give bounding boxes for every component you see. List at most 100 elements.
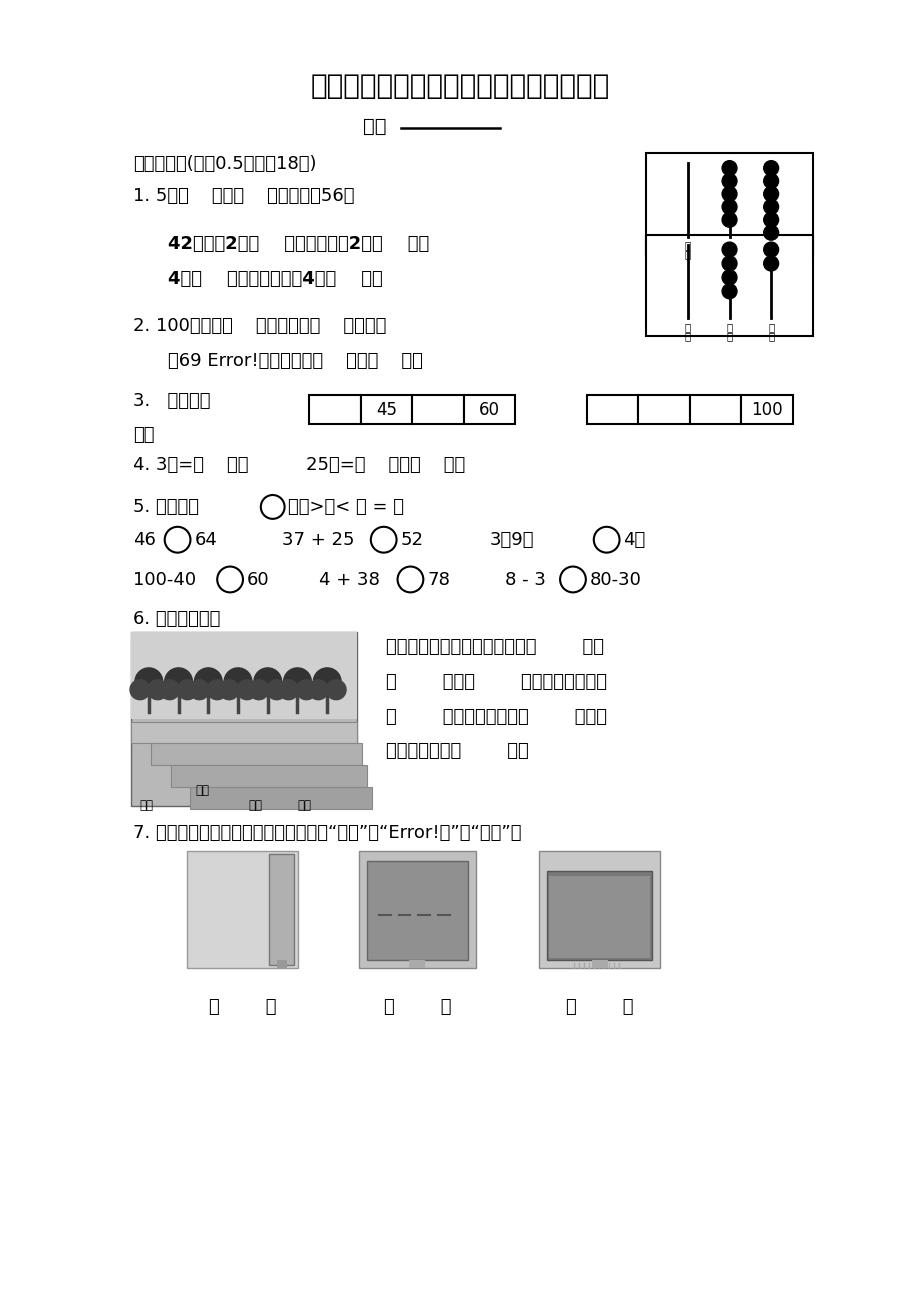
Circle shape (763, 242, 777, 256)
Bar (547, 871, 652, 960)
Circle shape (763, 256, 777, 271)
Text: 4. 3元=（    ）角          25角=（    ）元（    ）角: 4. 3元=（ ）角 25角=（ ）元（ ）角 (133, 456, 465, 474)
Bar (130, 721, 357, 743)
Bar (645, 154, 811, 255)
Bar (638, 395, 689, 424)
Text: 7. 下面的电视机是从哪里看到的？（填“正面”、“Error!面”或“后面”）: 7. 下面的电视机是从哪里看到的？（填“正面”、“Error!面”或“后面”） (133, 824, 521, 842)
Circle shape (224, 668, 252, 695)
Circle shape (721, 284, 736, 298)
Bar (190, 788, 371, 809)
Bar (309, 395, 360, 424)
Bar (591, 960, 607, 967)
Text: 个: 个 (767, 241, 774, 251)
Circle shape (177, 680, 198, 699)
Bar (539, 850, 660, 967)
Circle shape (721, 212, 736, 228)
Circle shape (194, 668, 221, 695)
Text: 8 - 3: 8 - 3 (504, 570, 545, 589)
Text: 与69 Error!的两个数是（    ）和（    ）。: 与69 Error!的两个数是（ ）和（ ）。 (167, 352, 422, 370)
Bar (360, 395, 412, 424)
Text: 小英的前面是（        ）。: 小英的前面是（ ）。 (385, 742, 528, 760)
Bar (549, 875, 650, 958)
Text: 2. 100里面有（    ）个一，有（    ）个十；: 2. 100里面有（ ）个一，有（ ）个十； (133, 318, 386, 335)
Circle shape (763, 212, 777, 228)
Text: 4元: 4元 (623, 531, 645, 548)
Circle shape (313, 668, 341, 695)
Circle shape (254, 668, 281, 695)
Text: 60: 60 (246, 570, 269, 589)
Text: 小英: 小英 (195, 784, 210, 797)
Circle shape (721, 199, 736, 215)
Text: 52: 52 (400, 531, 423, 548)
Text: 位: 位 (684, 331, 690, 341)
Circle shape (237, 680, 256, 699)
Text: 3.   按规律填: 3. 按规律填 (133, 392, 210, 410)
Text: 100: 100 (751, 401, 782, 418)
Text: 位: 位 (767, 250, 774, 259)
Bar (586, 395, 638, 424)
Text: 位: 位 (726, 250, 732, 259)
Circle shape (278, 680, 298, 699)
Text: 80-30: 80-30 (589, 570, 641, 589)
Bar (412, 395, 463, 424)
Bar (268, 854, 293, 965)
Text: （        ）: （ ） (209, 997, 277, 1016)
Text: 60: 60 (479, 401, 500, 418)
Text: 小强: 小强 (139, 799, 153, 812)
Text: 37 + 25: 37 + 25 (281, 531, 354, 548)
Text: 百: 百 (684, 241, 690, 251)
Circle shape (721, 270, 736, 285)
Text: 位: 位 (726, 331, 732, 341)
Bar (367, 861, 468, 960)
Text: 5. 在下面的: 5. 在下面的 (133, 497, 199, 516)
Bar (741, 395, 792, 424)
Circle shape (296, 680, 316, 699)
Bar (151, 743, 361, 766)
Bar (463, 395, 515, 424)
Circle shape (130, 680, 150, 699)
Circle shape (207, 680, 227, 699)
Text: 64: 64 (194, 531, 217, 548)
Circle shape (721, 173, 736, 189)
Text: 一、填空。(每穰0.5分，內18分): 一、填空。(每穰0.5分，內18分) (133, 155, 316, 173)
Bar (130, 633, 357, 806)
Text: （        ）: （ ） (565, 997, 633, 1016)
Circle shape (326, 680, 346, 699)
Text: 100-40: 100-40 (133, 570, 196, 589)
Text: 小东: 小东 (247, 799, 262, 812)
Circle shape (249, 680, 268, 699)
Circle shape (135, 668, 163, 695)
Text: 数：: 数： (133, 427, 154, 444)
Circle shape (267, 680, 287, 699)
Text: 6. 小小运动会。: 6. 小小运动会。 (133, 611, 221, 629)
Text: 45: 45 (376, 401, 397, 418)
Circle shape (763, 199, 777, 215)
Text: 个: 个 (767, 322, 774, 332)
Text: 4在（    ）位上，，表示4个（    ）。: 4在（ ）位上，，表示4个（ ）。 (167, 271, 382, 289)
Circle shape (283, 668, 311, 695)
Circle shape (763, 173, 777, 189)
Circle shape (165, 668, 192, 695)
Text: （        ）面，在小英的（        ）面；: （ ）面，在小英的（ ）面； (385, 707, 606, 725)
Text: 小强跑在最前面，他的后面有（        ）、: 小强跑在最前面，他的后面有（ ）、 (385, 638, 603, 656)
Circle shape (721, 242, 736, 256)
Bar (277, 960, 287, 967)
Bar (187, 850, 298, 967)
Bar (689, 395, 741, 424)
Text: 42里面的2在（    ）位上，表示2个（    ）；: 42里面的2在（ ）位上，表示2个（ ）； (167, 234, 428, 253)
Circle shape (721, 186, 736, 202)
Circle shape (219, 680, 239, 699)
Circle shape (763, 225, 777, 240)
Circle shape (160, 680, 179, 699)
Circle shape (763, 160, 777, 176)
Bar (358, 850, 475, 967)
Text: 姓名: 姓名 (362, 116, 386, 135)
Text: 里填>、< 或 = 。: 里填>、< 或 = 。 (288, 497, 403, 516)
Text: 十: 十 (726, 322, 732, 332)
Text: （        ）和（        ）；小东在小玲的: （ ）和（ ）；小东在小玲的 (385, 673, 606, 691)
Text: 小玲: 小玲 (297, 799, 312, 812)
Text: 1. 5个（    ）和（    ）个一组成56。: 1. 5个（ ）和（ ）个一组成56。 (133, 187, 354, 204)
Circle shape (189, 680, 209, 699)
Circle shape (721, 256, 736, 271)
Circle shape (148, 680, 167, 699)
